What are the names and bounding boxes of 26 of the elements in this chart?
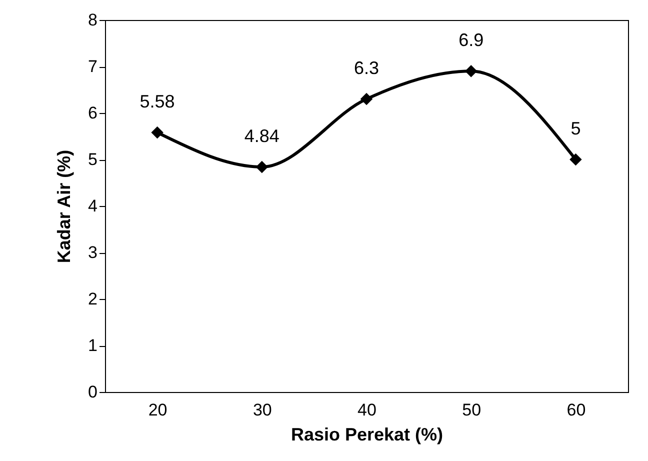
y-tick-label: 2 [88,290,98,308]
x-tick-label: 60 [566,400,586,420]
data-label: 5.58 [140,92,175,112]
data-label: 5 [570,118,581,138]
point [464,65,478,78]
x-tick-label: 20 [148,400,168,420]
x-axis-title: Rasio Perekat (%) [290,424,444,444]
y-axis-title: Kadar Air (%) [54,150,74,264]
y-tick-label: 4 [88,196,98,216]
y-tick-label: 7 [88,57,98,76]
x-tick-label: 30 [252,400,272,420]
data-label: 6.9 [458,30,484,50]
x-tick-label: 40 [358,400,376,420]
point [151,126,164,139]
point [570,153,582,166]
y-tick-label: 6 [88,104,98,122]
x-tick-label: 50 [462,400,482,420]
y-tick-label: 3 [88,243,98,262]
data-label: 6.3 [354,58,380,78]
y-tick-label: 1 [88,336,98,355]
y-tick-label: 5 [88,150,98,169]
point [360,92,373,106]
y-tick-label: 8 [88,10,98,30]
point [256,160,268,174]
data-label: 4.84 [244,126,280,146]
y-tick-label: 0 [88,382,98,402]
